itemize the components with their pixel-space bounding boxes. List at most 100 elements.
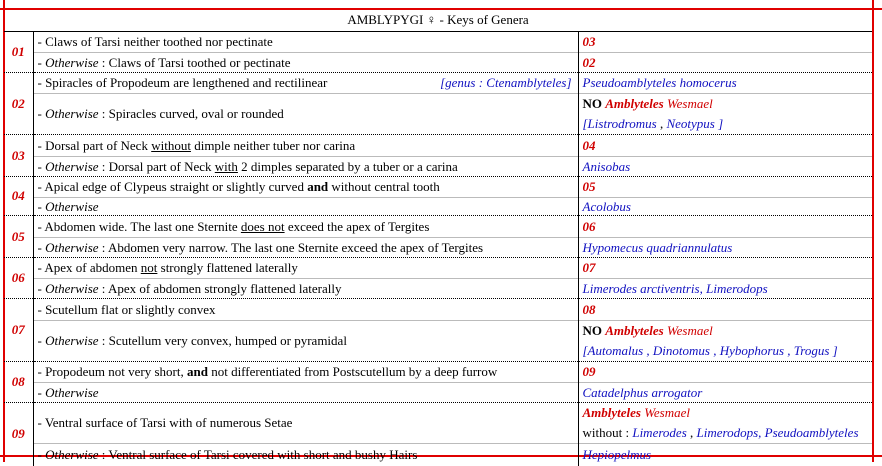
text-segment: - Apex of abdomen <box>37 260 141 275</box>
text-segment: - Spiracles of Propodeum are lengthened … <box>37 75 328 90</box>
key-result: Hepiopelmus <box>578 443 873 466</box>
result-line: without : Limerodes , Limerodops, Pseudo… <box>583 423 869 443</box>
text-segment: exceed the apex of Tergites <box>284 218 430 234</box>
table-title: AMBLYPYGI ♀ - Keys of Genera <box>4 9 873 32</box>
result-line: 04 <box>583 138 596 153</box>
text-segment: 05 <box>582 179 596 194</box>
key-number: 01 <box>4 31 34 73</box>
text-segment: 2 dimples separated by a tuber or a cari… <box>237 158 458 174</box>
key-number: 07 <box>4 298 34 362</box>
text-segment: with <box>214 158 238 174</box>
text-segment: Hypomecus quadriannulatus <box>582 239 733 255</box>
key-result: 04 <box>578 134 873 157</box>
text-segment: Wesmael <box>663 323 713 338</box>
result-line: 05 <box>583 179 596 194</box>
text-segment: Anisobas <box>582 158 631 174</box>
text-segment: Hepiopelmus <box>582 446 652 462</box>
key-criterion: - Dorsal part of Neck without dimple nei… <box>33 134 579 157</box>
key-row: - Otherwise Catadelphus arrogator <box>4 382 873 403</box>
key-number: 02 <box>4 72 34 135</box>
key-criterion: - Ventral surface of Tarsi with of numer… <box>33 402 579 444</box>
text-segment: Amblyteles <box>605 96 664 111</box>
key-criterion: - Otherwise : Claws of Tarsi toothed or … <box>33 52 579 73</box>
result-line: 08 <box>583 302 596 317</box>
text-segment: - <box>37 158 46 174</box>
result-line: NO Amblyteles Wesmael <box>582 322 869 342</box>
key-row: - Otherwise : Claws of Tarsi toothed or … <box>4 52 873 73</box>
key-criterion: - Otherwise : Ventral surface of Tarsi c… <box>33 443 579 466</box>
text-segment: - <box>37 280 46 296</box>
text-segment: Otherwise <box>45 280 99 296</box>
text-segment: - <box>37 198 46 214</box>
text-segment: : Scutellum very convex, humped or pyram… <box>98 333 347 348</box>
text-segment: Otherwise <box>45 198 99 214</box>
key-row: - Otherwise Acolobus <box>4 197 873 216</box>
result-line: [Automalus , Dinotomus , Hybophorus , Tr… <box>583 341 869 361</box>
key-row: 07- Scutellum flat or slightly convex 08 <box>4 298 873 362</box>
key-criterion: - Scutellum flat or slightly convex <box>33 298 579 321</box>
text-segment: Otherwise <box>45 446 99 462</box>
key-result: 03 <box>578 31 873 53</box>
text-segment: Otherwise <box>45 239 99 255</box>
text-segment: 03 <box>582 34 596 49</box>
result-line: Catadelphus arrogator <box>583 385 703 400</box>
key-number: 08 <box>4 361 34 403</box>
key-criterion: - Claws of Tarsi neither toothed nor pec… <box>33 31 579 53</box>
text-segment: 04 <box>582 137 596 153</box>
key-row: 04- Apical edge of Clypeus straight or s… <box>4 176 873 216</box>
text-segment: 07 <box>582 260 596 275</box>
key-row: - Otherwise : Spiracles curved, oval or … <box>4 93 873 135</box>
header-row: AMBLYPYGI ♀ - Keys of Genera <box>4 9 873 32</box>
key-result: Anisobas <box>578 156 873 177</box>
text-segment: Otherwise <box>45 106 99 121</box>
text-segment: 06 <box>582 218 596 234</box>
result-line: 06 <box>583 219 596 234</box>
key-number: 09 <box>4 402 34 466</box>
key-row: 01- Claws of Tarsi neither toothed nor p… <box>4 31 873 73</box>
key-number: 04 <box>4 176 34 216</box>
text-segment: not <box>140 260 158 275</box>
key-criterion: - Otherwise <box>33 197 579 216</box>
text-segment: - <box>37 446 46 462</box>
key-result: 09 <box>578 361 873 383</box>
key-result: NO Amblyteles Wesmael [Listrodromus , Neo… <box>578 93 873 135</box>
key-result: Hypomecus quadriannulatus <box>578 237 873 258</box>
key-result: 06 <box>578 215 873 238</box>
key-row: - Otherwise : Dorsal part of Neck with 2… <box>4 156 873 177</box>
text-segment: NO <box>582 96 606 111</box>
result-line: 02 <box>583 55 596 70</box>
text-segment: 08 <box>582 301 596 317</box>
key-row: 09- Ventral surface of Tarsi with of num… <box>4 402 873 466</box>
key-criterion: - Otherwise : Dorsal part of Neck with 2… <box>33 156 579 177</box>
text-segment: Amblyteles <box>582 405 642 420</box>
key-row: 06- Apex of abdomen not strongly flatten… <box>4 257 873 299</box>
text-segment: : Dorsal part of Neck <box>98 158 215 174</box>
key-row: 03- Dorsal part of Neck without dimple n… <box>4 134 873 177</box>
key-row: 05- Abdomen wide. The last one Sternite … <box>4 215 873 258</box>
key-criterion: - Apical edge of Clypeus straight or sli… <box>33 176 579 198</box>
key-row: 08- Propodeum not very short, and not di… <box>4 361 873 403</box>
text-segment: not differentiated from Postscutellum by… <box>207 364 498 379</box>
result-line: 09 <box>583 364 596 379</box>
key-number: 06 <box>4 257 34 299</box>
key-criterion: - Otherwise : Spiracles curved, oval or … <box>33 93 579 135</box>
text-segment: Limerodes <box>632 425 687 440</box>
text-segment: : Ventral surface of Tarsi covered with … <box>98 446 418 462</box>
text-segment: Wesmael <box>663 96 713 111</box>
key-criterion: - Otherwise <box>33 382 579 403</box>
key-result: Pseudoamblyteles homocerus <box>578 72 873 94</box>
text-segment: Wesmael <box>641 405 690 420</box>
text-segment: : Abdomen very narrow. The last one Ster… <box>98 239 484 255</box>
key-criterion: - Propodeum not very short, and not diff… <box>33 361 579 383</box>
key-result: NO Amblyteles Wesmael [Automalus , Dinoto… <box>578 320 873 362</box>
key-result: 08 <box>578 298 873 321</box>
text-segment: - <box>37 384 46 400</box>
text-segment: Catadelphus arrogator <box>582 384 703 400</box>
text-segment: NO <box>582 323 606 338</box>
text-segment: : Apex of abdomen strongly flattened lat… <box>98 280 342 296</box>
text-segment: [Listrodromus <box>582 116 657 131</box>
text-segment: 02 <box>582 54 596 70</box>
text-segment: : Spiracles curved, oval or rounded <box>98 106 284 121</box>
result-line: NO Amblyteles Wesmael <box>582 95 869 115</box>
text-segment: Amblyteles <box>605 323 664 338</box>
